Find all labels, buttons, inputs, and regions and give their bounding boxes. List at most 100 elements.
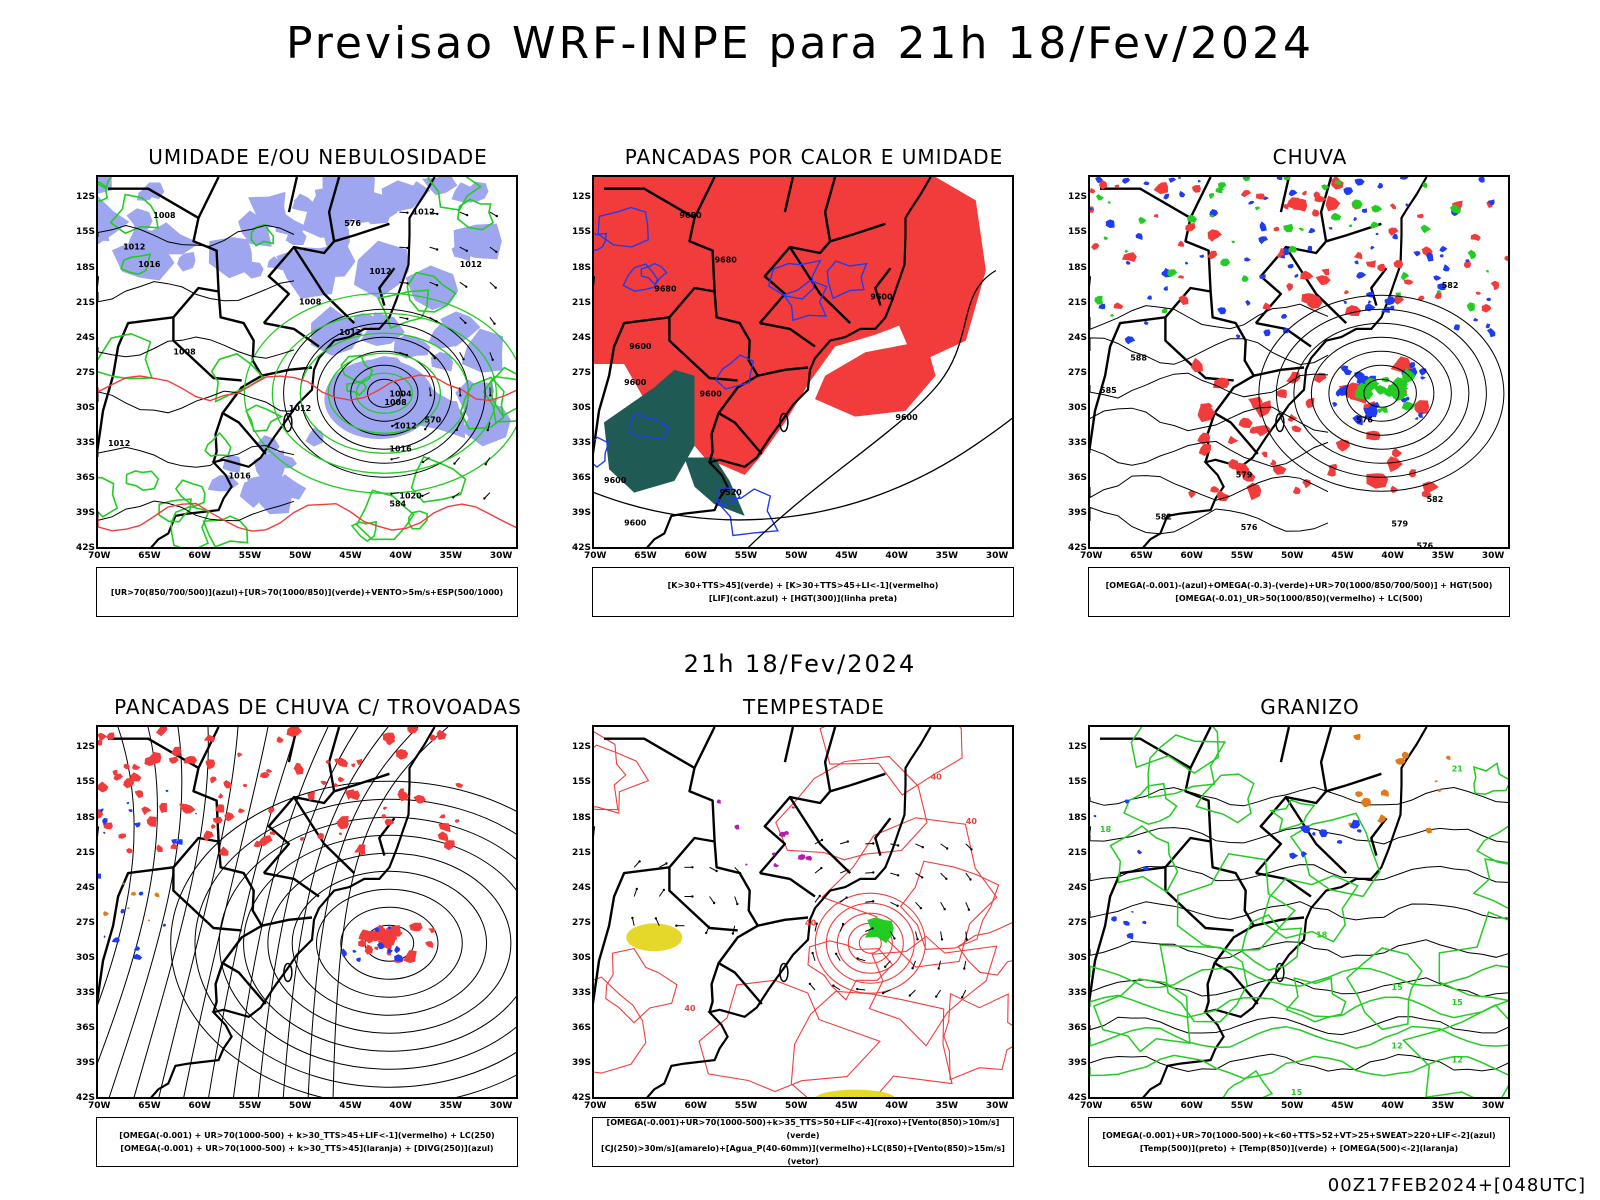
hgt500-contour <box>1090 337 1329 366</box>
lagoa-dos-patos <box>779 412 789 433</box>
temp850-contour <box>1109 824 1179 893</box>
green-humidity-contour <box>410 455 467 503</box>
wind-vector <box>915 872 923 878</box>
blue-rain-area <box>1370 246 1375 250</box>
green-contour <box>243 292 516 494</box>
contour-label: 9520 <box>720 488 743 497</box>
red-storm-area <box>425 941 434 948</box>
lc850-contour <box>899 860 1000 950</box>
blue-hail-area <box>1123 920 1130 926</box>
wind-vector <box>882 989 891 994</box>
x-tick-label: 50W <box>288 551 312 561</box>
red-rain-area <box>1240 190 1252 198</box>
green-rain-area <box>1103 236 1109 240</box>
green-rain-area <box>1298 227 1304 231</box>
panel-tempestade: TEMPESTADE 40 40 40 40 [OMEGA(-0.001)+UR>70… <box>572 695 1054 1175</box>
green-rain-area <box>1215 187 1223 194</box>
red-instability-area <box>815 340 936 417</box>
humid-blue-area <box>405 265 459 311</box>
wind-vector-head <box>945 877 948 880</box>
wind-vector-head <box>820 838 824 842</box>
green-humidity-contour <box>202 515 249 547</box>
blue-hail-area <box>1111 916 1117 922</box>
lc850-contour <box>868 935 998 1047</box>
blue-hail-area <box>1301 851 1308 858</box>
red-rain-area <box>1366 473 1389 489</box>
contour-label: 1012 <box>394 421 416 430</box>
red-storm-area <box>203 734 216 743</box>
blue-rain-area <box>1439 254 1444 258</box>
red-rain-area <box>1282 204 1289 210</box>
border-line <box>783 177 795 213</box>
green-rain-area <box>1436 290 1442 294</box>
red-storm-area <box>215 804 225 813</box>
red-storm-area <box>217 793 224 799</box>
border-line <box>378 267 396 306</box>
y-tick-label: 18S <box>572 262 592 273</box>
wind-vector <box>865 872 874 874</box>
lc850-contour <box>594 731 627 811</box>
blue-rain-area <box>1420 376 1426 380</box>
red-rain-area <box>1177 240 1185 247</box>
red-storm-area <box>126 848 133 854</box>
blue-hail-area <box>1131 911 1134 913</box>
wind-vector-head <box>453 462 456 465</box>
wind-vector-head <box>935 995 938 998</box>
wind-vector-head <box>406 282 409 285</box>
red-storm-area <box>428 928 436 934</box>
blue-rain-area <box>1235 334 1241 339</box>
green-rain-area <box>1138 216 1147 224</box>
coastline <box>594 727 932 1097</box>
orange-storm-area <box>147 919 150 922</box>
wind-vector-head <box>937 967 940 970</box>
border-line <box>594 866 670 1005</box>
blue-rain-area <box>1473 317 1479 322</box>
humid-blue-area <box>461 328 504 373</box>
blue-rain-area <box>1185 261 1189 265</box>
red-rain-area <box>1090 187 1096 194</box>
border-line <box>1279 727 1291 763</box>
blue-rain-area <box>1163 193 1170 200</box>
red-rain-area <box>1122 252 1137 262</box>
x-tick-label: 30W <box>1481 1101 1505 1111</box>
border-line <box>263 871 320 898</box>
red-storm-area <box>268 807 275 814</box>
contour-label: 9680 <box>715 255 738 264</box>
green-rain-area <box>1369 221 1380 229</box>
x-tick-label: 40W <box>885 551 908 561</box>
red-rain-area <box>1113 302 1124 310</box>
red-storm-area <box>436 729 447 740</box>
border-line <box>1164 286 1211 319</box>
border-line <box>708 962 720 1013</box>
green-contour <box>355 372 414 414</box>
blue-rain-area <box>1439 246 1448 253</box>
y-tick-label: 33S <box>572 437 592 448</box>
hgt500-contour <box>1328 350 1435 436</box>
wind-vector-head <box>712 901 716 905</box>
coastline <box>98 727 436 1097</box>
hgt500-contour <box>1090 406 1329 433</box>
lif-contour <box>594 436 610 468</box>
map-svg <box>98 727 516 1097</box>
x-tick-label: 65W <box>1130 1101 1153 1111</box>
y-tick-label: 15S <box>76 777 96 788</box>
border-line <box>333 772 390 793</box>
blue-rain-area <box>1413 251 1421 257</box>
contour-label: 1016 <box>389 445 412 454</box>
green-rain-area <box>1110 314 1115 317</box>
green-rain-area <box>1392 386 1408 402</box>
red-rain-area <box>1301 190 1307 196</box>
red-storm-area <box>203 830 214 842</box>
streamline <box>170 780 516 1097</box>
border-line <box>668 286 715 319</box>
blue-divergence <box>356 957 361 962</box>
wind-vector <box>459 211 468 216</box>
blue-hail-area <box>1143 866 1150 871</box>
isobar <box>350 364 419 422</box>
blue-rain-area <box>1263 329 1271 337</box>
y-tick-label: 33S <box>1068 987 1088 998</box>
border-line <box>1253 916 1305 927</box>
green-rain-area <box>1334 179 1341 186</box>
red-rain-area <box>1208 231 1220 240</box>
y-tick-label: 39S <box>76 1057 96 1068</box>
